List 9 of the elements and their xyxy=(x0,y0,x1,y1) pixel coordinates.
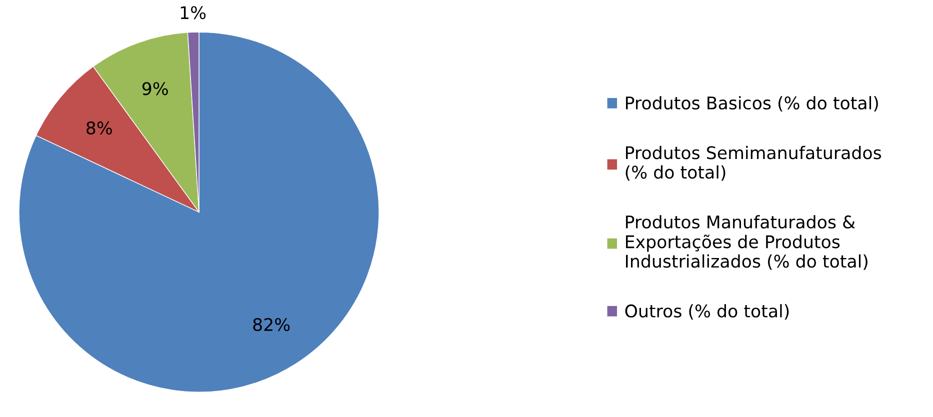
data-label: 8% xyxy=(86,121,112,135)
data-label: 9% xyxy=(142,82,168,96)
legend-label: Produtos Basicos (% do total) xyxy=(626,96,878,112)
legend-label: Produtos Manufaturados & Exportações de Produtos Industrializados (% do total) xyxy=(626,215,868,270)
legend-label: Outros (% do total) xyxy=(625,304,789,320)
pie-slice xyxy=(18,32,380,392)
data-label: 1% xyxy=(180,6,206,20)
legend-label: Produtos Semimanufaturados (% do total) xyxy=(626,146,882,181)
data-label: 82% xyxy=(253,318,290,332)
